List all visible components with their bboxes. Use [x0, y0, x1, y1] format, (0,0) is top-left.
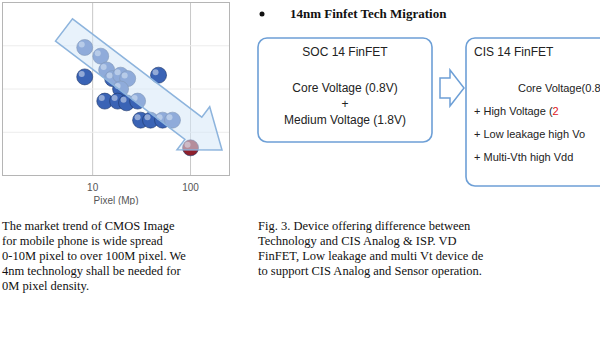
svg-text:Pixel (Mp): Pixel (Mp): [93, 195, 138, 206]
svg-text:+ High Voltage (2: + High Voltage (2: [474, 105, 559, 117]
svg-text:to support CIS Analog and Sens: to support CIS Analog and Sensor operati…: [258, 264, 482, 278]
svg-text:The market trend of CMOS Image: The market trend of CMOS Image: [2, 219, 175, 233]
svg-text:+ Multi-Vth high Vdd: + Multi-Vth high Vdd: [474, 151, 573, 163]
svg-text:4nm technology shall be needed: 4nm technology shall be needed for: [2, 264, 182, 278]
svg-text:CIS 14 FinFET: CIS 14 FinFET: [474, 45, 554, 59]
svg-text:for mobile phone is wide sprea: for mobile phone is wide spread: [2, 234, 163, 248]
svg-text:FinFET, Low leakage and multi: FinFET, Low leakage and multi Vt device …: [258, 249, 484, 263]
svg-text:Core Voltage (0.8V): Core Voltage (0.8V): [292, 81, 397, 95]
svg-text:Medium Voltage (1.8V): Medium Voltage (1.8V): [284, 113, 406, 127]
svg-text:0M pixel density.: 0M pixel density.: [2, 279, 89, 293]
svg-text:Core Voltage(0.8: Core Voltage(0.8: [518, 82, 600, 94]
svg-text:Technology and CIS Analog & IS: Technology and CIS Analog & ISP. VD: [258, 234, 457, 248]
svg-text:10: 10: [87, 182, 99, 193]
svg-text:14nm Finfet Tech Migration: 14nm Finfet Tech Migration: [290, 6, 447, 21]
svg-text:+ Low leakage high Vo: + Low leakage high Vo: [474, 128, 585, 140]
svg-text:Fig. 3. Device offering differ: Fig. 3. Device offering difference betwe…: [258, 219, 471, 233]
svg-text:SOC 14 FinFET: SOC 14 FinFET: [302, 45, 388, 59]
svg-text:+: +: [341, 97, 348, 111]
svg-text:0-10M pixel to over 100M pixel: 0-10M pixel to over 100M pixel. We: [2, 249, 186, 263]
svg-text:100: 100: [182, 182, 199, 193]
